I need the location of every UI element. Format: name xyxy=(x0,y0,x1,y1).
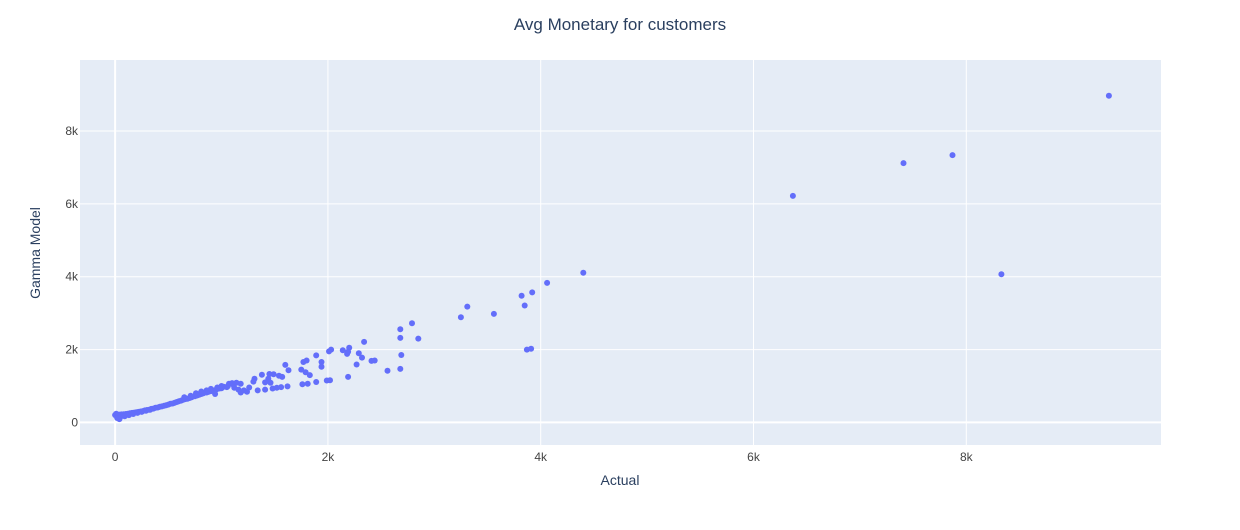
data-point[interactable] xyxy=(270,371,277,378)
data-point[interactable] xyxy=(285,367,292,374)
data-point[interactable] xyxy=(544,279,551,286)
data-point[interactable] xyxy=(345,373,352,380)
data-point[interactable] xyxy=(528,345,535,352)
y-tick-label: 0 xyxy=(71,415,78,429)
data-point[interactable] xyxy=(267,379,274,386)
data-point[interactable] xyxy=(318,359,325,365)
data-points[interactable] xyxy=(112,92,1112,423)
data-point[interactable] xyxy=(254,387,261,394)
data-point[interactable] xyxy=(529,289,536,296)
data-point[interactable] xyxy=(282,361,289,368)
data-point[interactable] xyxy=(998,271,1005,278)
data-point[interactable] xyxy=(318,363,325,370)
data-point[interactable] xyxy=(397,334,404,341)
data-point[interactable] xyxy=(398,352,405,358)
data-point[interactable] xyxy=(384,367,391,374)
grid-lines xyxy=(80,60,1161,445)
data-point[interactable] xyxy=(306,372,313,379)
x-tick-label: 0 xyxy=(112,450,119,464)
chart-title: Avg Monetary for customers xyxy=(514,15,726,34)
data-point[interactable] xyxy=(397,326,404,333)
data-point[interactable] xyxy=(900,160,907,167)
data-point[interactable] xyxy=(218,385,225,392)
data-point[interactable] xyxy=(230,381,237,388)
data-point[interactable] xyxy=(181,394,188,401)
x-tick-label: 2k xyxy=(322,450,336,464)
data-point[interactable] xyxy=(304,380,311,387)
data-point[interactable] xyxy=(409,320,415,327)
data-point[interactable] xyxy=(258,371,265,378)
data-point[interactable] xyxy=(344,350,351,357)
y-tick-label: 2k xyxy=(65,343,79,357)
y-tick-label: 4k xyxy=(65,270,79,284)
data-point[interactable] xyxy=(313,379,320,385)
data-point[interactable] xyxy=(397,365,404,372)
data-point[interactable] xyxy=(207,385,214,392)
data-point[interactable] xyxy=(299,381,306,388)
data-point[interactable] xyxy=(198,388,205,395)
data-point[interactable] xyxy=(521,302,528,309)
data-point[interactable] xyxy=(464,303,471,310)
x-tick-label: 6k xyxy=(747,450,761,464)
data-point[interactable] xyxy=(284,383,291,390)
x-tick-label: 4k xyxy=(534,450,548,464)
data-point[interactable] xyxy=(327,377,333,384)
data-point[interactable] xyxy=(300,359,307,365)
data-point[interactable] xyxy=(789,192,796,199)
y-tick-label: 8k xyxy=(65,124,79,138)
x-axis-title: Actual xyxy=(601,472,640,488)
zero-lines xyxy=(80,60,1161,445)
data-point[interactable] xyxy=(187,392,194,399)
data-point[interactable] xyxy=(262,379,269,386)
data-point[interactable] xyxy=(490,310,497,317)
data-point[interactable] xyxy=(457,314,464,321)
data-point[interactable] xyxy=(368,357,375,364)
data-point[interactable] xyxy=(353,361,360,368)
data-point[interactable] xyxy=(262,386,269,393)
data-point[interactable] xyxy=(339,347,346,354)
data-point[interactable] xyxy=(326,348,332,355)
data-point[interactable] xyxy=(193,390,199,397)
data-point[interactable] xyxy=(212,391,219,397)
data-point[interactable] xyxy=(224,383,231,389)
y-tick-label: 6k xyxy=(65,197,79,211)
y-axis-title: Gamma Model xyxy=(27,207,43,299)
data-point[interactable] xyxy=(361,338,368,345)
plot-area xyxy=(80,60,1161,445)
data-point[interactable] xyxy=(250,378,257,385)
data-point[interactable] xyxy=(246,384,253,391)
data-point[interactable] xyxy=(518,292,525,299)
data-point[interactable] xyxy=(1105,92,1112,99)
data-point[interactable] xyxy=(269,385,276,392)
data-point[interactable] xyxy=(279,373,286,380)
data-point[interactable] xyxy=(359,354,365,361)
data-point[interactable] xyxy=(580,269,587,276)
tick-labels: 0 2k 4k 6k 8k 0 2k 4k 6k 8k xyxy=(65,124,973,464)
data-point[interactable] xyxy=(949,152,956,159)
data-point[interactable] xyxy=(302,369,309,376)
data-point[interactable] xyxy=(415,335,422,342)
data-point[interactable] xyxy=(298,366,305,373)
data-point[interactable] xyxy=(313,352,320,359)
data-point[interactable] xyxy=(147,406,154,413)
data-point[interactable] xyxy=(237,389,244,396)
data-point[interactable] xyxy=(355,350,362,357)
x-tick-label: 8k xyxy=(960,450,974,464)
